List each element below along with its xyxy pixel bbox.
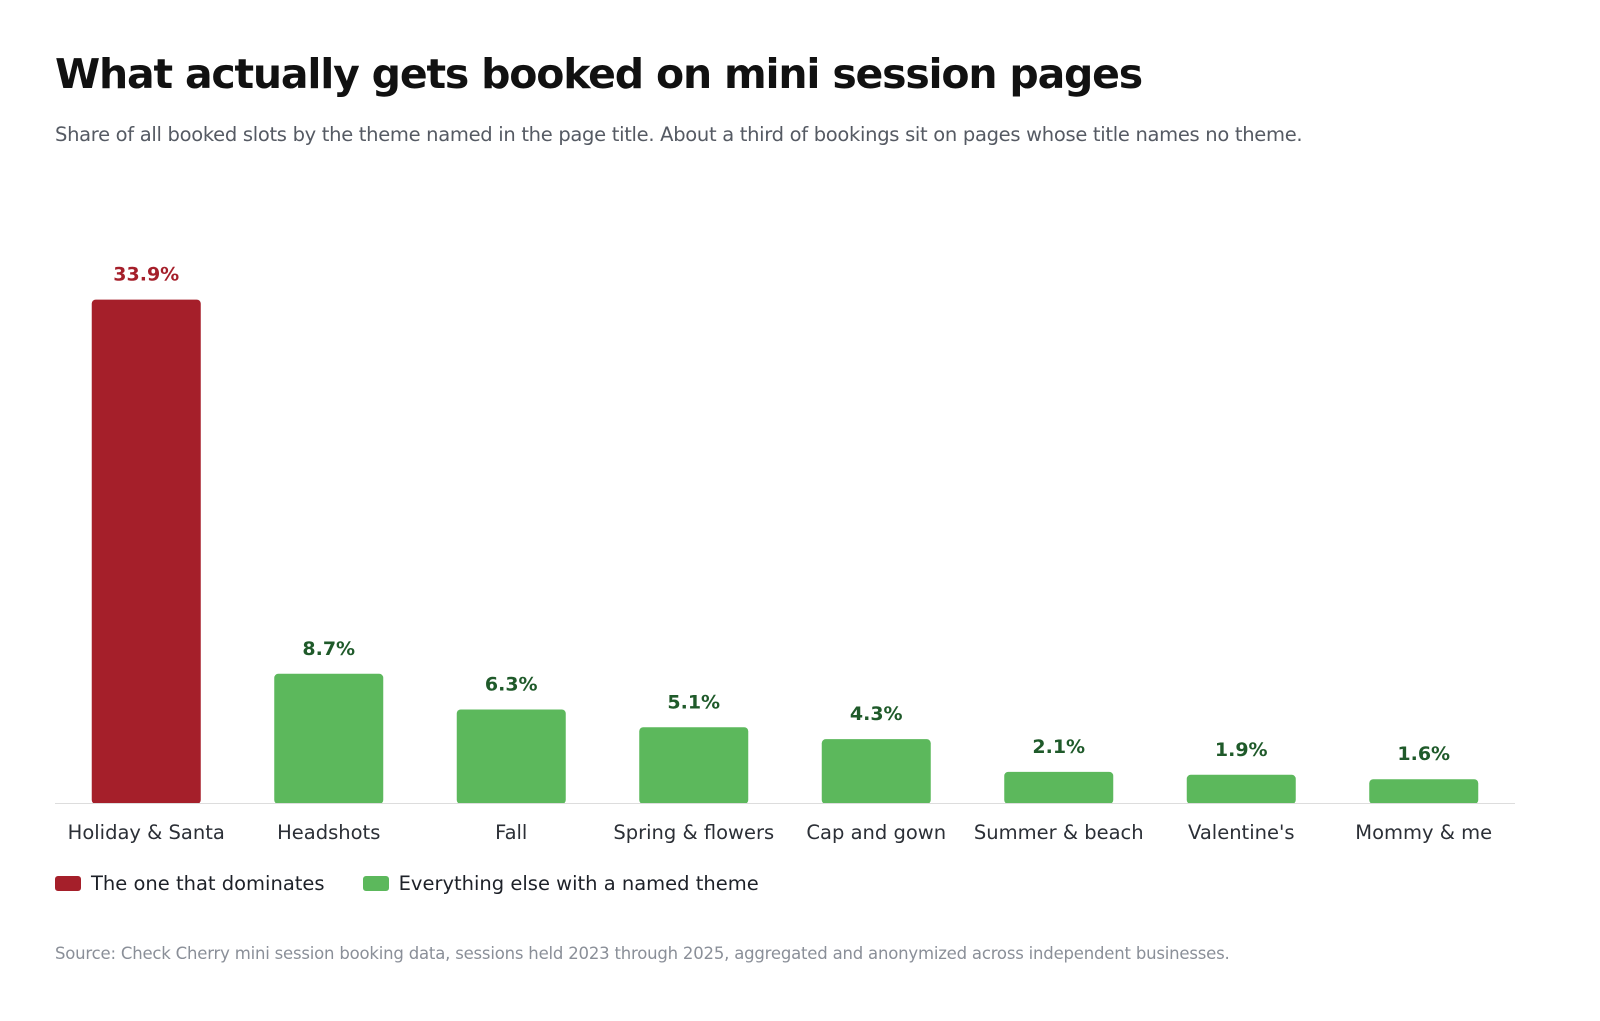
bar-fall [456, 709, 566, 804]
bar-headshots [274, 673, 384, 804]
category-label-valentine-s: Valentine's [1188, 821, 1295, 844]
legend-swatch-dominant [55, 876, 81, 891]
value-labels-group: 33.9% 8.7% 6.3% 5.1% 4.3% 2.1% 1.9% 1.6% [113, 264, 1450, 766]
bar-spring-flowers [639, 727, 749, 804]
category-label-fall: Fall [495, 821, 527, 844]
category-label-cap-and-gown: Cap and gown [806, 821, 946, 844]
source-note: Source: Check Cherry mini session bookin… [55, 944, 1230, 963]
legend: The one that dominates Everything else w… [55, 872, 797, 895]
bar-mommy-me [1369, 779, 1479, 804]
category-label-spring-flowers: Spring & flowers [613, 821, 774, 844]
bar-holiday-santa [91, 299, 201, 804]
legend-swatch-other [362, 876, 389, 891]
legend-item-dominant: The one that dominates [55, 872, 325, 895]
value-label-holiday-santa: 33.9% [113, 264, 179, 286]
category-label-summer-beach: Summer & beach [974, 821, 1144, 844]
legend-label-dominant: The one that dominates [91, 872, 325, 895]
value-label-summer-beach: 2.1% [1032, 736, 1085, 758]
value-label-headshots: 8.7% [302, 638, 355, 660]
category-label-holiday-santa: Holiday & Santa [68, 821, 225, 844]
bar-chart: 33.9% 8.7% 6.3% 5.1% 4.3% 2.1% 1.9% 1.6% Holida… [55, 264, 1515, 844]
value-label-fall: 6.3% [485, 673, 538, 695]
legend-item-other: Everything else with a named theme [362, 872, 759, 895]
bar-summer-beach [1004, 771, 1114, 804]
chart-subtitle: Share of all booked slots by the theme n… [55, 123, 1303, 146]
chart-title: What actually gets booked on mini sessio… [55, 50, 1143, 98]
category-label-mommy-me: Mommy & me [1355, 821, 1492, 844]
value-label-valentine-s: 1.9% [1215, 739, 1268, 761]
category-label-headshots: Headshots [277, 821, 380, 844]
bar-valentine-s [1186, 774, 1296, 804]
legend-label-other: Everything else with a named theme [398, 872, 759, 895]
value-label-spring-flowers: 5.1% [667, 691, 720, 713]
bar-cap-and-gown [821, 739, 931, 804]
bars-group [91, 299, 1479, 804]
category-labels-group: Holiday & Santa Headshots Fall Spring & flo… [68, 821, 1493, 844]
value-label-cap-and-gown: 4.3% [850, 703, 903, 725]
value-label-mommy-me: 1.6% [1397, 743, 1450, 765]
